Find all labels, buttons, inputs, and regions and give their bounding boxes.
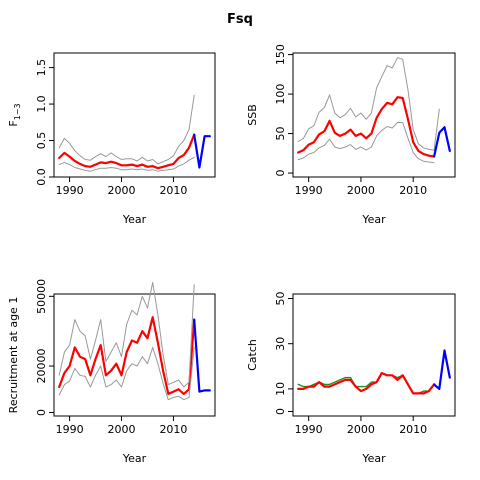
- series-line: [58, 316, 196, 395]
- y-tick-label: 1.5: [35, 59, 48, 77]
- series-line: [297, 57, 440, 151]
- panel-ssb: 1990 2000 2010 0 50 100 150 Year SSB: [246, 44, 456, 226]
- y-axis-label: Catch: [246, 339, 259, 371]
- plot-frame: [292, 52, 456, 178]
- x-tick-label: 1990: [295, 423, 323, 436]
- y-tick-label: 0: [35, 409, 48, 416]
- y-axis-label: SSB: [246, 104, 259, 126]
- plot-frame: [292, 293, 456, 417]
- y-axis-label: Recruitment at age 1: [7, 297, 20, 414]
- y-tick-label: 50: [274, 127, 287, 141]
- x-tick-label: 2000: [347, 184, 375, 197]
- series-line: [433, 126, 451, 158]
- x-axis-label: Year: [122, 213, 147, 226]
- panel-catch: 1990 2000 2010 0 10 30 50 Year Catch: [246, 292, 456, 465]
- x-tick-label: 2010: [159, 184, 187, 197]
- y-tick-label: 30: [274, 337, 287, 351]
- x-axis-label: Year: [122, 452, 147, 465]
- plot-frame: [53, 293, 216, 417]
- x-axis-label: Year: [361, 213, 386, 226]
- y-tick-label: 0.0: [35, 168, 48, 186]
- x-tick-label: 2000: [347, 423, 375, 436]
- x-tick-label: 2010: [399, 184, 427, 197]
- plot-frame: [53, 52, 216, 178]
- x-tick-label: 1990: [56, 423, 84, 436]
- series-line: [58, 156, 195, 172]
- x-tick-label: 2010: [159, 423, 187, 436]
- y-axis-label-subscript: 1−3: [13, 103, 22, 120]
- y-tick-label: 100: [274, 84, 287, 105]
- series-line: [193, 318, 211, 393]
- figure-title: Fsq: [227, 12, 253, 27]
- series-line: [58, 94, 195, 165]
- panel-recruitment: 1990 2000 2010 0 20000 50000 Year Recruitment a…: [7, 279, 216, 465]
- series-line: [297, 122, 435, 164]
- series-line: [433, 349, 451, 390]
- x-tick-label: 1990: [295, 184, 323, 197]
- x-axis-label: Year: [361, 452, 386, 465]
- series-line: [193, 133, 211, 169]
- y-tick-label: 150: [274, 44, 287, 65]
- y-tick-label: 0: [274, 408, 287, 415]
- series-line: [58, 346, 195, 401]
- series-line: [58, 133, 196, 170]
- y-tick-label: 20000: [35, 349, 48, 384]
- y-tick-label: 1.0: [35, 95, 48, 113]
- panel-fishing-mortality: 1990 2000 2010 0.0 0.5 1.0 1.5 Year F1−3: [7, 52, 216, 226]
- x-tick-label: 2010: [399, 423, 427, 436]
- y-tick-label: 0.5: [35, 132, 48, 150]
- x-tick-label: 2000: [108, 423, 136, 436]
- y-tick-label: 50000: [35, 279, 48, 314]
- x-tick-label: 2000: [108, 184, 136, 197]
- y-tick-label: 10: [274, 382, 287, 396]
- y-axis-label: F1−3: [7, 103, 22, 126]
- series-line: [297, 96, 436, 158]
- y-tick-label: 0: [274, 170, 287, 177]
- x-tick-label: 1990: [56, 184, 84, 197]
- series-line: [297, 372, 436, 395]
- series-line: [58, 281, 195, 388]
- y-tick-label: 50: [274, 292, 287, 306]
